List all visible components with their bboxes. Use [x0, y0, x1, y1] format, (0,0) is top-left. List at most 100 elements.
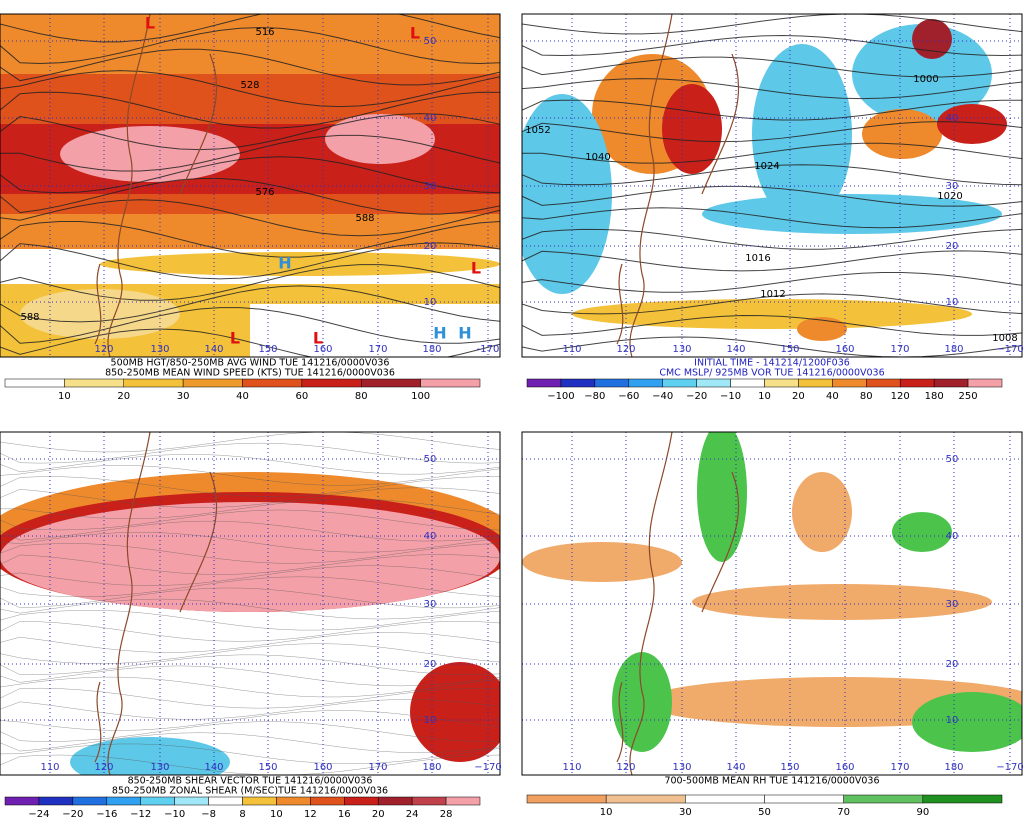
lat-label: 40: [424, 113, 437, 124]
colorbar-label: 24: [406, 809, 419, 819]
lat-label: 20: [946, 241, 959, 252]
panel: 110 120 130 140 150 160 170 180 −170 50 40 30 20 10 70…: [521, 431, 1024, 818]
contour-line: [0, 632, 500, 653]
colorbar-swatch: [526, 794, 607, 804]
panel: 110 120 130 140 150 160 170 180 −170 40 30 20 10 1052…: [521, 13, 1024, 402]
map-frame: [0, 13, 501, 358]
colorbar-swatch: [361, 378, 421, 388]
contour-line: [0, 554, 500, 575]
lon-label: 130: [150, 762, 169, 773]
field-shade: [100, 252, 500, 276]
pressure-center: H: [458, 324, 471, 343]
contour-line: [522, 207, 1022, 229]
colorbar-swatch: [420, 378, 481, 388]
colorbar-swatch: [933, 378, 969, 388]
contour-line: [0, 328, 500, 357]
contour-line: [0, 654, 500, 675]
colorbar-swatch: [72, 796, 108, 806]
contour-line: [0, 134, 500, 172]
contour-line: [0, 621, 500, 642]
caption: 850-250MB ZONAL SHEAR (M/SEC)TUE 141216/…: [112, 786, 388, 797]
contour-line: [522, 142, 1022, 164]
contour-line: [0, 264, 500, 301]
contour-line: [522, 78, 1022, 100]
contour-line: [0, 432, 500, 453]
colorbar-swatch: [38, 796, 74, 806]
colorbar-label: 50: [758, 807, 771, 818]
caption: 850-250MB SHEAR VECTOR TUE 141216/0000V0…: [128, 776, 373, 787]
colorbar-label: 40: [236, 391, 249, 402]
lat-label: 30: [424, 599, 437, 610]
colorbar-label: −24: [28, 809, 49, 819]
field-shade: [892, 512, 952, 552]
field-shade: [852, 24, 992, 124]
lat-label: 30: [946, 181, 959, 192]
field-shade: [522, 94, 612, 294]
field-shade: [572, 299, 972, 329]
colorbar-swatch: [182, 378, 243, 388]
colorbar-swatch: [445, 796, 481, 806]
lon-label: 160: [835, 762, 854, 773]
contour-line: [0, 177, 500, 215]
field-shade: [410, 662, 500, 762]
lon-label: -170: [477, 344, 500, 355]
lon-label: 110: [562, 344, 581, 355]
pressure-center: H: [433, 324, 446, 343]
colorbar-label: 30: [679, 807, 692, 818]
colorbar-label: −20: [686, 391, 707, 402]
field-shade: [250, 304, 500, 357]
colorbar-label: −80: [584, 391, 605, 402]
contour-label: 1008: [992, 333, 1017, 344]
contour-line: [0, 743, 500, 765]
colorbar-swatch: [242, 796, 277, 806]
colorbar-swatch: [377, 796, 413, 806]
colorbar-swatch: [208, 796, 243, 806]
contour-label: 516: [255, 27, 274, 38]
contour-line: [0, 687, 500, 709]
contour-line: [0, 754, 500, 775]
lat-label: 50: [946, 454, 959, 465]
lon-label: 140: [726, 344, 745, 355]
panel: 110 120 130 140 150 160 170 180 −170 50 40 30 20 10 85…: [0, 431, 502, 819]
map-frame: [521, 431, 1023, 776]
contour-line: [0, 48, 500, 86]
contour-line: [0, 610, 500, 631]
contour-line: [0, 465, 500, 486]
colorbar-swatch: [242, 378, 303, 388]
colorbar-label: 180: [925, 391, 944, 402]
lat-label: 20: [424, 241, 437, 252]
colorbar-swatch: [301, 378, 362, 388]
colorbar-swatch: [843, 794, 924, 804]
contour-label: 1016: [745, 253, 770, 264]
contour-line: [0, 285, 500, 323]
panel: 120 130 140 150 160 170 180 -170 50 40 30 20 10 516 52…: [0, 13, 501, 402]
colorbar-label: 10: [600, 807, 613, 818]
contour-line: [0, 565, 500, 586]
contour-line: [0, 14, 500, 43]
contour-line: [0, 676, 500, 698]
contour-line: [0, 598, 500, 620]
contour-line: [0, 454, 500, 475]
colorbar-swatch: [344, 796, 379, 806]
field-shade: [797, 317, 847, 341]
colorbar-label: −60: [618, 391, 639, 402]
contour-line: [522, 315, 1022, 336]
contour-line: [0, 307, 500, 344]
field-shade: [752, 44, 852, 224]
lat-label: 40: [946, 531, 959, 542]
pressure-center: L: [410, 24, 420, 43]
map: [522, 432, 1022, 775]
lat-label: 50: [424, 36, 437, 47]
field-shade: [325, 114, 435, 164]
colorbar-swatch: [64, 378, 124, 388]
colorbar-label: 60: [296, 391, 309, 402]
coastline: [616, 14, 740, 357]
contour-line: [522, 99, 1022, 121]
colorbar-label: 80: [860, 391, 873, 402]
contour-line: [522, 121, 1022, 143]
lon-label: 160: [313, 762, 332, 773]
contour-line: [0, 643, 500, 664]
colorbar-label: 10: [58, 391, 71, 402]
colorbar-swatch: [899, 378, 935, 388]
